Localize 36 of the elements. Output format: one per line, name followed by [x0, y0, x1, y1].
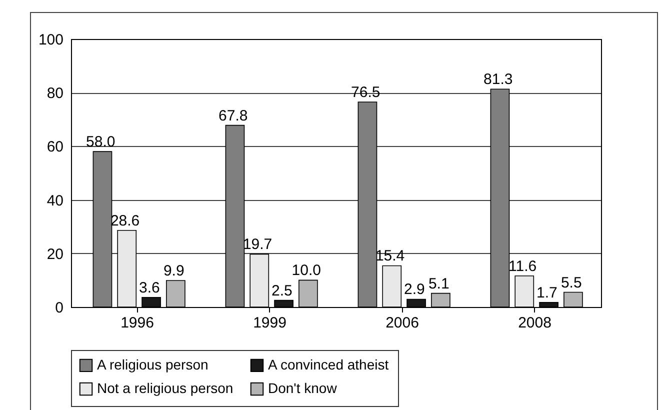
data-label: 11.6	[508, 258, 537, 275]
y-tick-label: 0	[55, 300, 64, 316]
bar	[539, 302, 558, 308]
legend-label: A convinced atheist	[268, 356, 389, 372]
data-label: 67.8	[218, 107, 248, 124]
y-tick-label: 20	[46, 246, 64, 263]
legend-label: A religious person	[97, 356, 208, 372]
data-label: 5.5	[560, 274, 582, 292]
bar	[274, 300, 294, 308]
x-tick-label: 1996	[120, 314, 154, 332]
x-tick-label: 2008	[518, 314, 552, 332]
bar	[514, 276, 534, 308]
data-label: 1.7	[536, 284, 558, 302]
legend-label: Don't know	[268, 380, 338, 396]
bar	[431, 292, 450, 308]
bar	[406, 298, 426, 308]
bar	[166, 280, 186, 308]
bar	[142, 296, 161, 308]
data-label: 81.3	[484, 71, 513, 88]
data-label: 19.7	[242, 236, 272, 254]
data-label: 2.9	[404, 281, 425, 298]
data-label: 5.1	[428, 275, 450, 292]
data-label: 2.5	[272, 282, 292, 300]
y-tick-label: 100	[38, 32, 64, 48]
y-tick-label: 40	[46, 192, 64, 210]
bar	[382, 265, 402, 308]
legend-label: Not a religious person	[97, 380, 234, 396]
data-label: 10.0	[292, 262, 321, 280]
bar	[298, 280, 318, 308]
data-label: 3.6	[139, 279, 160, 296]
data-label: 9.9	[163, 262, 184, 280]
x-tick-label: 1999	[253, 314, 286, 332]
y-tick-label: 60	[46, 138, 64, 156]
x-tick-label: 2006	[386, 314, 419, 332]
bar	[564, 292, 583, 308]
y-tick-label: 80	[46, 85, 64, 102]
